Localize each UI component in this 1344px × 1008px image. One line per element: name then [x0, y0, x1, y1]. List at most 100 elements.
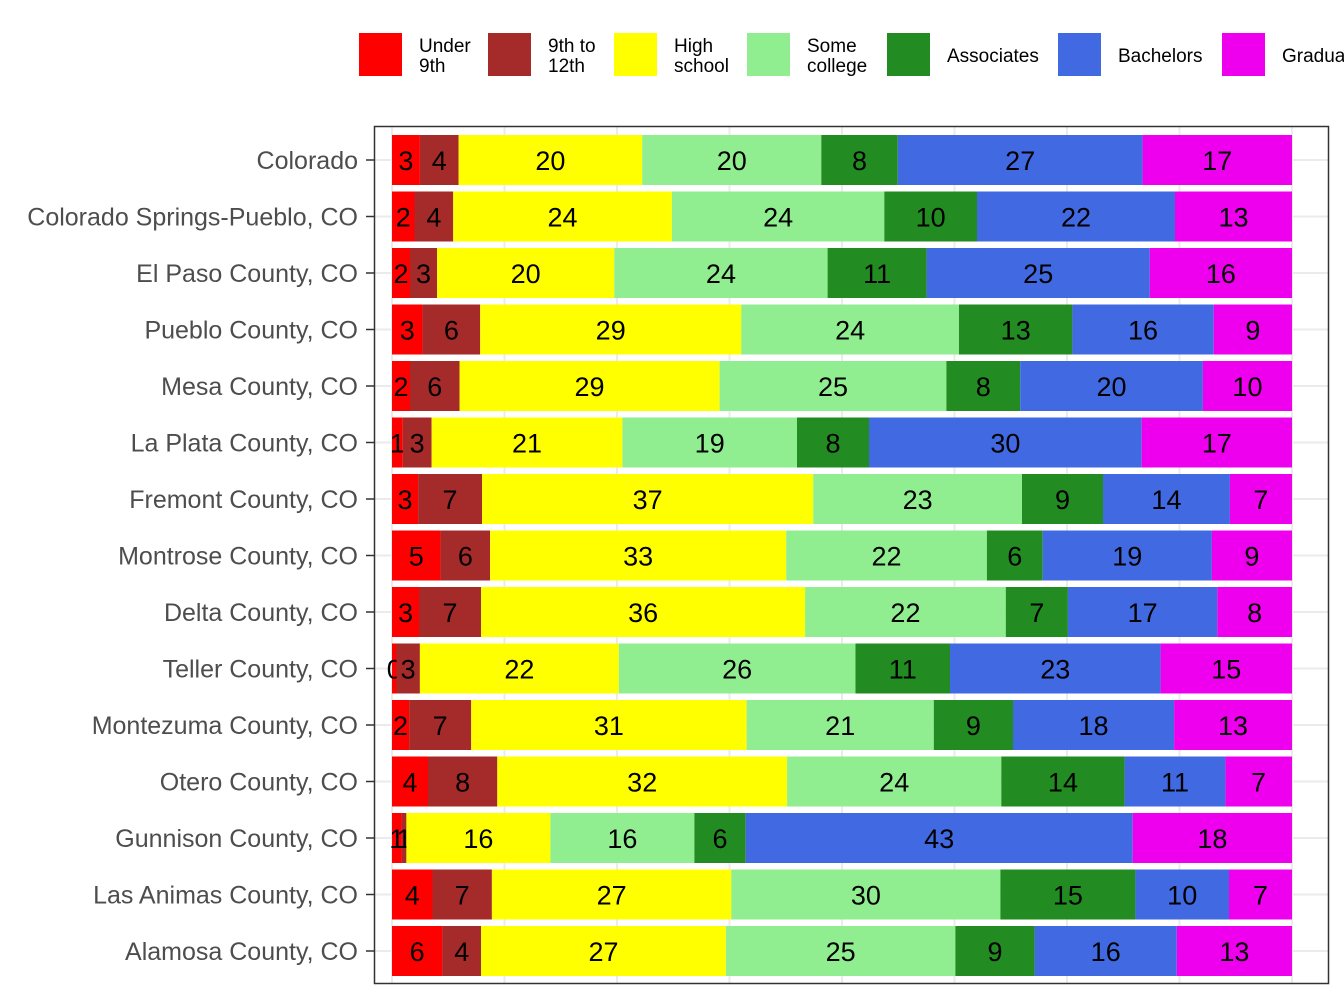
bar-segment: [491, 869, 732, 920]
segment-value-label: 9: [1055, 485, 1070, 515]
bar-segment: [884, 191, 977, 242]
bar-segment: [797, 417, 869, 468]
bar-segment: [933, 700, 1013, 750]
bar-segment: [428, 756, 498, 807]
category-label: Fremont County, CO: [129, 486, 358, 514]
bar-segment: [392, 587, 419, 637]
bar-segment: [409, 700, 472, 750]
segment-value-label: 27: [597, 881, 627, 911]
category-label: Montezuma County, CO: [92, 712, 358, 740]
category-label: El Paso County, CO: [136, 260, 358, 288]
bar-segment: [392, 643, 397, 694]
bar-segment: [1213, 304, 1292, 355]
bar-segment: [550, 813, 695, 863]
segment-value-label: 9: [1245, 316, 1260, 346]
legend-label: Associates: [947, 46, 1039, 67]
segment-value-label: 9: [987, 937, 1002, 967]
segment-value-label: 7: [1029, 598, 1044, 628]
segment-value-label: 21: [825, 711, 855, 741]
bar-segment: [392, 304, 423, 355]
bar-segment: [418, 474, 482, 524]
segment-value-label: 2: [396, 203, 411, 233]
segment-value-label: 7: [443, 598, 458, 628]
bar-segment: [392, 361, 410, 411]
segment-value-label: 7: [1253, 881, 1268, 911]
bar-segment: [1005, 587, 1068, 637]
segment-value-label: 27: [588, 937, 618, 967]
bar-segment: [392, 417, 403, 468]
bar-segment: [1176, 926, 1292, 976]
bars: 3 4 20 20 8 27 172 4 24 24 10 22 132 3 20 24 11 25 163 6 29 2…: [387, 135, 1292, 976]
segment-value-label: 24: [548, 203, 578, 233]
segment-value-label: 25: [818, 372, 848, 402]
bar-segment: [471, 700, 747, 750]
bar-segment: [614, 248, 828, 298]
segment-value-label: 16: [1091, 937, 1121, 967]
bar-segment: [482, 474, 814, 524]
bar-segment: [392, 191, 415, 242]
segment-value-label: 8: [455, 768, 470, 798]
bar-segment: [622, 417, 797, 468]
bar-segment: [1175, 191, 1292, 242]
bar-segment: [731, 869, 1001, 920]
bar-segment: [419, 587, 482, 637]
segment-value-label: 8: [976, 372, 991, 402]
category-label: Pueblo County, CO: [144, 317, 358, 345]
legend-label: school: [674, 56, 729, 77]
bar-segment: [453, 191, 672, 242]
segment-value-label: 7: [443, 485, 458, 515]
segment-value-label: 3: [400, 316, 415, 346]
category-label: Mesa County, CO: [161, 373, 358, 401]
segment-value-label: 13: [1219, 937, 1249, 967]
segment-value-label: 17: [1202, 429, 1232, 459]
segment-value-label: 20: [717, 146, 747, 176]
segment-value-label: 10: [1167, 881, 1197, 911]
bar-segment: [497, 756, 788, 807]
bar-segment: [422, 304, 481, 355]
bar-segment: [1020, 361, 1203, 411]
category-label: Las Animas County, CO: [93, 882, 358, 910]
bar-segment: [1211, 530, 1292, 581]
bar-segment: [1022, 474, 1103, 524]
bar-segment: [1149, 248, 1292, 298]
bar-segment: [955, 926, 1035, 976]
category-label: Colorado Springs-Pueblo, CO: [27, 204, 358, 232]
segment-value-label: 6: [713, 824, 728, 854]
bar-segment: [950, 643, 1161, 694]
segment-value-label: 32: [627, 768, 657, 798]
bar-segment: [431, 417, 623, 468]
category-label: Delta County, CO: [164, 599, 358, 627]
bar-segment: [396, 643, 420, 694]
bar-segment: [1001, 756, 1125, 807]
segment-value-label: 6: [458, 542, 473, 572]
y-axis: Colorado Colorado Springs-Pueblo, CO El Pa…: [27, 147, 374, 966]
segment-value-label: 18: [1197, 824, 1227, 854]
bar-segment: [827, 248, 927, 298]
bar-segment: [481, 587, 806, 637]
segment-value-label: 23: [1040, 655, 1070, 685]
bar-segment: [1042, 530, 1212, 581]
segment-value-label: 30: [851, 881, 881, 911]
bar-segment: [1225, 756, 1292, 807]
segment-value-label: 7: [1251, 768, 1266, 798]
bar-segment: [869, 417, 1142, 468]
legend-label: college: [807, 56, 867, 77]
segment-value-label: 26: [722, 655, 752, 685]
bar-segment: [419, 135, 459, 185]
segment-value-label: 29: [575, 372, 605, 402]
legend-label: Some: [807, 36, 857, 57]
bar-segment: [986, 530, 1043, 581]
bar-segment: [745, 813, 1133, 863]
segment-value-label: 6: [427, 372, 442, 402]
segment-value-label: 2: [393, 259, 408, 289]
segment-value-label: 20: [535, 146, 565, 176]
bar-segment: [1135, 869, 1229, 920]
segment-value-label: 16: [607, 824, 637, 854]
bar-segment: [1013, 700, 1175, 750]
segment-value-label: 20: [511, 259, 541, 289]
bar-segment: [1034, 926, 1177, 976]
bar-segment: [459, 361, 720, 411]
segment-value-label: 25: [826, 937, 856, 967]
